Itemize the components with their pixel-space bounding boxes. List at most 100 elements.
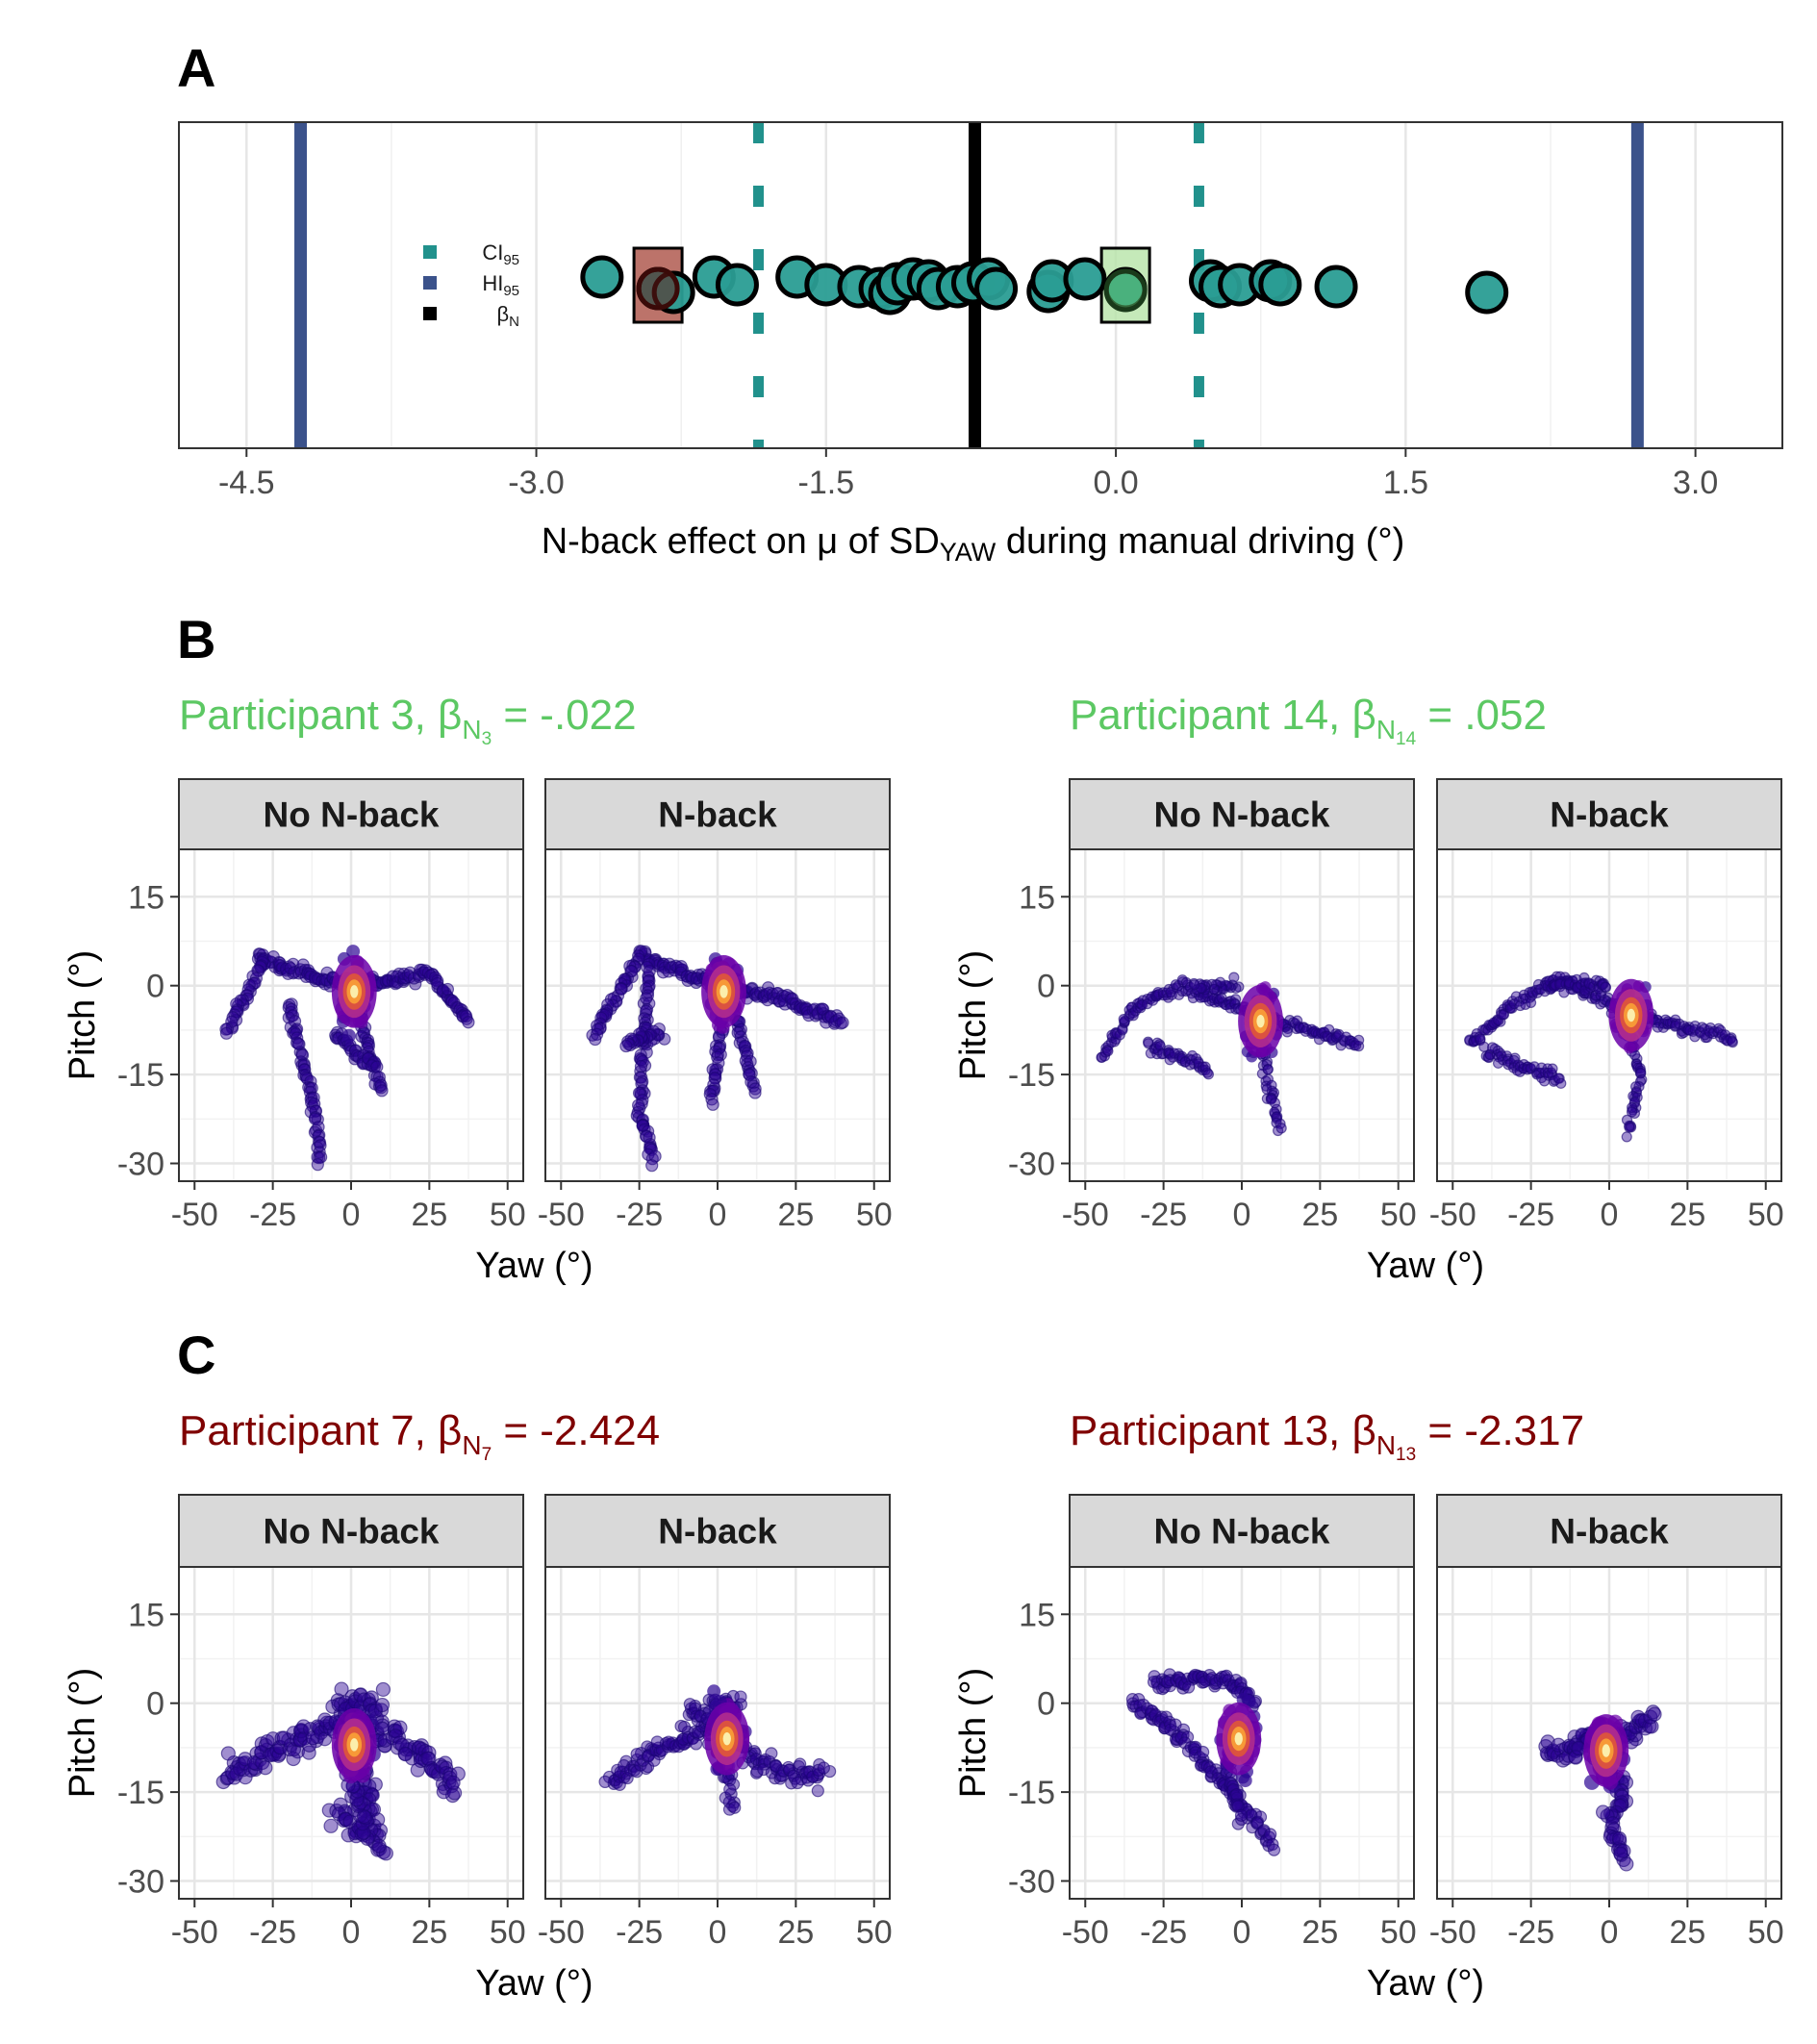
x-tick-label: 0 — [1233, 1197, 1251, 1233]
y-tick-label: -15 — [1008, 1057, 1055, 1094]
facet-no-nback: No N-back -50 -25 0 25 50 — [171, 1494, 526, 1951]
gaze-points — [1464, 971, 1738, 1143]
x-tick-label: -25 — [1140, 1197, 1187, 1233]
x-tick-label: 25 — [411, 1914, 447, 1951]
legend-key-ci — [423, 245, 437, 259]
gaze-point — [462, 1016, 475, 1029]
x-tick-label: 25 — [1669, 1197, 1705, 1233]
gaze-point — [258, 1760, 273, 1776]
gaze-point — [371, 1838, 387, 1854]
x-tick-label: -1.5 — [798, 465, 855, 501]
facet-nback: N-back -50 -25 0 25 50 — [1429, 778, 1784, 1233]
x-tick-label: 0.0 — [1093, 465, 1138, 501]
facet-strip-label: N-back — [1550, 1512, 1669, 1552]
facet-strip-label: N-back — [658, 795, 777, 835]
x-tick-label: 50 — [490, 1914, 526, 1951]
facet-no-nback: No N-back -50 -25 0 25 50 — [171, 778, 526, 1233]
gaze-point — [219, 1022, 233, 1036]
gaze-point — [791, 1776, 804, 1790]
y-tick-label: 15 — [1019, 1597, 1055, 1633]
x-tick-label: 25 — [1301, 1197, 1338, 1233]
gaze-point — [1555, 1077, 1567, 1089]
gaze-point — [301, 1745, 316, 1760]
gaze-point — [375, 1084, 389, 1098]
gaze-point — [1234, 1808, 1249, 1822]
y-axis-title: Pitch (°) — [953, 950, 994, 1081]
density-peak — [1627, 1008, 1635, 1022]
panel-b-participants: Participant 3, βN3 = -.022 15 0 -15 -30 Pitch… — [63, 692, 1784, 1286]
x-axis-title: Yaw (°) — [1367, 1963, 1484, 2004]
y-tick-label: -30 — [1008, 1864, 1055, 1901]
y-tick-label: -30 — [1008, 1147, 1055, 1183]
gaze-point — [690, 1737, 703, 1751]
x-tick-label: 0 — [342, 1914, 361, 1951]
x-tick-label: -50 — [171, 1197, 218, 1233]
x-tick-label: -50 — [1062, 1914, 1109, 1951]
panel-a-border — [178, 121, 1783, 449]
gaze-point — [1600, 981, 1611, 993]
gaze-point — [1621, 1131, 1632, 1143]
gaze-point — [738, 1039, 751, 1053]
gaze-point — [723, 1782, 737, 1796]
gaze-points — [586, 945, 849, 1173]
panel-label-b: B — [177, 609, 215, 669]
x-tick-label: 25 — [777, 1914, 814, 1951]
x-tick-label: 50 — [490, 1197, 526, 1233]
x-tick-label: -50 — [538, 1197, 585, 1233]
x-tick-label: 50 — [856, 1914, 893, 1951]
gaze-point — [589, 1032, 602, 1047]
legend-label-beta: βN — [497, 302, 520, 330]
gaze-point — [291, 1037, 305, 1050]
gaze-point — [366, 1059, 379, 1072]
gaze-point — [1353, 1034, 1365, 1046]
gaze-point — [748, 1086, 762, 1099]
gaze-point — [1281, 1026, 1293, 1038]
legend: CI95 HI95 βN — [423, 240, 519, 330]
gaze-point — [836, 1016, 849, 1029]
x-tick-label: -50 — [1429, 1197, 1476, 1233]
x-tick-label: -3.0 — [508, 465, 565, 501]
x-tick-label: 0 — [342, 1197, 361, 1233]
effect-point — [974, 266, 1019, 311]
facet-nback: N-back -50 -25 0 25 50 — [538, 1494, 893, 1951]
x-tick-label: -25 — [249, 1197, 296, 1233]
y-tick-label: -30 — [117, 1864, 164, 1901]
legend-label-hi: HI95 — [482, 271, 519, 299]
x-tick-label: 50 — [1380, 1914, 1417, 1951]
x-tick-label: 50 — [1748, 1914, 1784, 1951]
effect-strip-plot: -4.5 -3.0 -1.5 0.0 1.5 3.0 CI95 HI95 βN N-back ef… — [178, 121, 1783, 567]
gaze-point — [315, 1150, 328, 1164]
x-tick-label: -4.5 — [218, 465, 275, 501]
legend-label-ci: CI95 — [482, 240, 519, 268]
facet-strip-label: N-back — [1550, 795, 1669, 835]
highlight-point-green — [1103, 268, 1148, 313]
y-tick-label: -15 — [117, 1775, 164, 1811]
effect-point — [1314, 265, 1358, 309]
gaze-point — [1189, 979, 1200, 991]
x-tick-label: -50 — [538, 1914, 585, 1951]
participant-title: Participant 3, βN3 = -.022 — [179, 692, 637, 749]
gaze-point — [640, 992, 653, 1005]
gaze-points — [1096, 972, 1365, 1137]
gaze-point — [1197, 1745, 1210, 1759]
y-tick-label: -30 — [117, 1147, 164, 1183]
effect-point — [1258, 263, 1302, 307]
gaze-points — [219, 945, 475, 1172]
y-tick-label: 15 — [128, 879, 164, 916]
x-tick-label: 25 — [1669, 1914, 1705, 1951]
gaze-point — [645, 1159, 659, 1173]
gaze-point — [706, 1098, 719, 1111]
x-tick-label: -50 — [171, 1914, 218, 1951]
x-tick-label: 3.0 — [1673, 465, 1718, 501]
facet-strip — [178, 778, 524, 850]
gaze-point — [374, 1697, 391, 1713]
participant-title: Participant 13, βN13 = -2.317 — [1070, 1407, 1584, 1465]
y-axis-title: Pitch (°) — [63, 1668, 103, 1799]
effect-point — [580, 255, 624, 299]
gaze-point — [220, 1746, 236, 1761]
x-tick-label: 0 — [1601, 1197, 1619, 1233]
legend-key-beta — [423, 307, 437, 320]
gaze-point — [1571, 1740, 1586, 1755]
gaze-point — [1508, 997, 1520, 1010]
gaze-point — [728, 1801, 742, 1814]
